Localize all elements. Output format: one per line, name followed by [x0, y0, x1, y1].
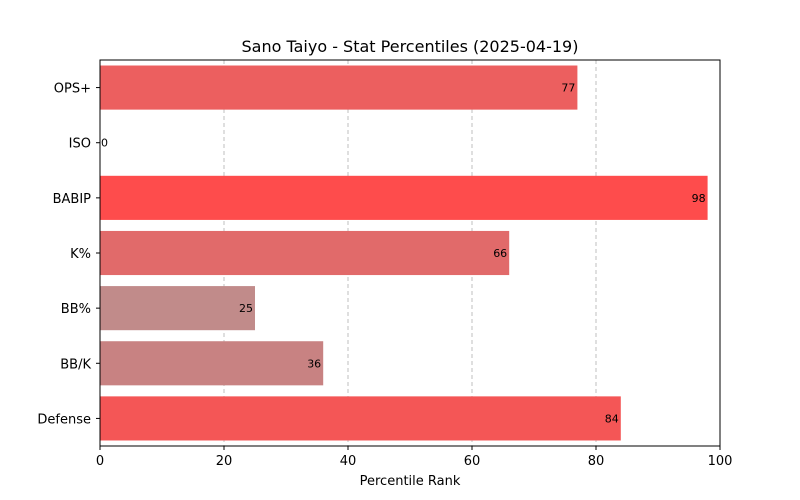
bar-bb- — [100, 286, 255, 331]
bar-bb-k — [100, 341, 324, 386]
bar-value-label: 25 — [239, 302, 253, 315]
bar-k- — [100, 230, 510, 276]
bar-value-label: 98 — [692, 192, 706, 205]
x-tick-label: 0 — [96, 454, 104, 469]
x-tick-label: 60 — [464, 454, 481, 469]
y-axis-ticks: OPS+ ISO BABIP K% BB% BB/K Defense — [37, 82, 100, 427]
bar-value-label: 77 — [561, 82, 575, 95]
bar-value-label: 84 — [605, 412, 619, 425]
bar-babip — [100, 175, 708, 220]
y-tick-label: ISO — [69, 137, 91, 152]
y-tick-label: OPS+ — [54, 82, 91, 97]
y-tick-label: BABIP — [53, 192, 92, 207]
x-tick-label: 20 — [216, 454, 233, 469]
x-tick-label: 40 — [340, 454, 357, 469]
bar-value-label: 0 — [101, 137, 108, 150]
data-labels: 77 0 98 66 25 36 84 — [101, 82, 706, 426]
bar-ops- — [100, 65, 578, 110]
bars — [100, 65, 708, 441]
y-tick-label: BB/K — [60, 357, 91, 372]
bar-value-label: 66 — [493, 247, 507, 260]
x-tick-label: 100 — [708, 454, 733, 469]
bar-value-label: 36 — [307, 357, 321, 370]
chart-title: Sano Taiyo - Stat Percentiles (2025-04-1… — [242, 37, 579, 56]
y-tick-label: Defense — [37, 412, 91, 427]
x-tick-label: 80 — [588, 454, 605, 469]
x-axis-ticks: 0 20 40 60 80 100 — [96, 446, 733, 469]
y-tick-label: K% — [70, 247, 91, 262]
x-axis-label: Percentile Rank — [360, 474, 461, 489]
y-tick-label: BB% — [61, 302, 91, 317]
bar-defense — [100, 396, 621, 441]
